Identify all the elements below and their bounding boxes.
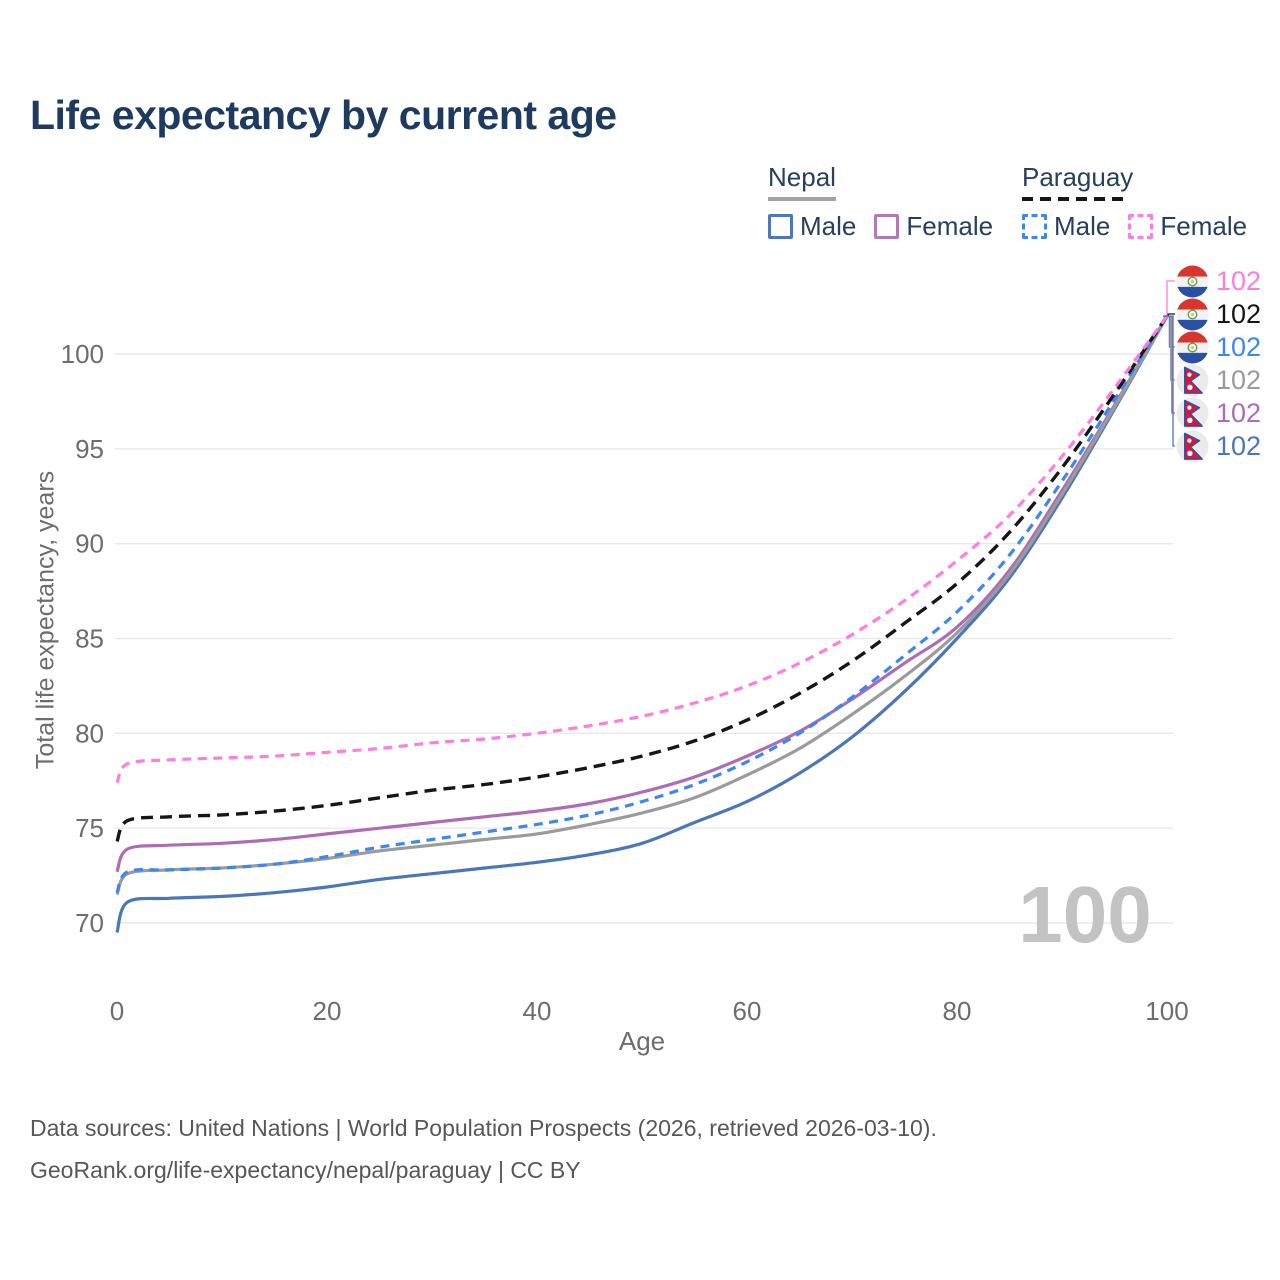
- end-label-nepal-female: 102: [1176, 396, 1261, 430]
- legend-country-nepal[interactable]: Nepal: [768, 162, 836, 192]
- end-value: 102: [1216, 364, 1262, 395]
- series-line-nepal-male: [115, 315, 1169, 934]
- legend-label-paraguay-female[interactable]: Female: [1160, 211, 1248, 242]
- y-tick-label: 80: [75, 718, 104, 748]
- end-label-nepal-male: 102: [1176, 429, 1261, 463]
- y-tick-label: 75: [75, 813, 104, 843]
- legend-swatch-nepal-female[interactable]: [874, 214, 900, 240]
- nepal-flag-icon: [1176, 429, 1209, 463]
- legend-swatch-paraguay-male[interactable]: [1022, 214, 1047, 240]
- end-value: 102: [1216, 430, 1262, 461]
- end-value: 102: [1216, 331, 1262, 362]
- page-title: Life expectancy by current age: [30, 92, 617, 138]
- series-line-paraguay-both-sexes: [115, 315, 1169, 843]
- footer-attribution: GeoRank.org/life-expectancy/nepal/paragu…: [30, 1156, 581, 1183]
- series-line-nepal-female: [115, 315, 1169, 873]
- end-label-paraguay-female: 102: [1176, 264, 1261, 298]
- legend-swatch-nepal-male[interactable]: [768, 214, 793, 240]
- series-line-paraguay-female: [115, 315, 1169, 784]
- legend-swatch-paraguay-female[interactable]: [1128, 214, 1154, 240]
- end-value: 102: [1216, 265, 1262, 296]
- end-label-nepal-total: 102: [1176, 363, 1261, 397]
- age-watermark: 100: [1018, 870, 1151, 959]
- legend-label-nepal-male[interactable]: Male: [800, 211, 857, 242]
- x-tick-label: 20: [313, 996, 342, 1026]
- nepal-flag-icon: [1176, 363, 1209, 397]
- x-tick-label: 40: [523, 996, 552, 1026]
- paraguay-flag-icon: [1176, 330, 1209, 364]
- x-axis-title: Age: [618, 1026, 666, 1056]
- end-label-paraguay-total: 102: [1176, 297, 1261, 331]
- end-value: 102: [1216, 397, 1262, 428]
- y-axis-title: Total life expectancy, years: [31, 470, 60, 770]
- paraguay-line-style-swatch: [1022, 196, 1130, 202]
- end-value: 102: [1216, 298, 1262, 329]
- end-label-paraguay-male: 102: [1176, 330, 1261, 364]
- legend-label-nepal-female[interactable]: Female: [906, 211, 994, 242]
- y-tick-label: 90: [75, 529, 104, 559]
- x-tick-label: 100: [1145, 996, 1188, 1026]
- y-tick-label: 95: [75, 434, 104, 464]
- legend-group-paraguay: Paraguay Male Female: [1022, 163, 1265, 242]
- label-connector: [1163, 280, 1175, 317]
- nepal-flag-icon: [1176, 396, 1209, 430]
- paraguay-flag-icon: [1176, 297, 1209, 331]
- label-connector: [1163, 315, 1175, 447]
- footer: Data sources: United Nations | World Pop…: [30, 1108, 937, 1192]
- legend-group-nepal: Nepal Male Female: [768, 163, 1011, 242]
- y-tick-label: 70: [75, 908, 104, 938]
- paraguay-flag-icon: [1176, 264, 1209, 298]
- y-tick-label: 100: [61, 339, 104, 369]
- legend-country-paraguay[interactable]: Paraguay: [1022, 162, 1134, 192]
- y-tick-label: 85: [75, 624, 104, 654]
- series-line-paraguay-male: [115, 315, 1169, 894]
- x-tick-label: 60: [733, 996, 762, 1026]
- x-tick-label: 0: [110, 996, 124, 1026]
- legend-label-paraguay-male[interactable]: Male: [1054, 211, 1111, 242]
- footer-sources: Data sources: United Nations | World Pop…: [30, 1115, 937, 1141]
- x-tick-label: 80: [943, 996, 972, 1026]
- nepal-line-style-swatch: [768, 196, 836, 202]
- series-line-nepal-both-sexes: [115, 315, 1169, 896]
